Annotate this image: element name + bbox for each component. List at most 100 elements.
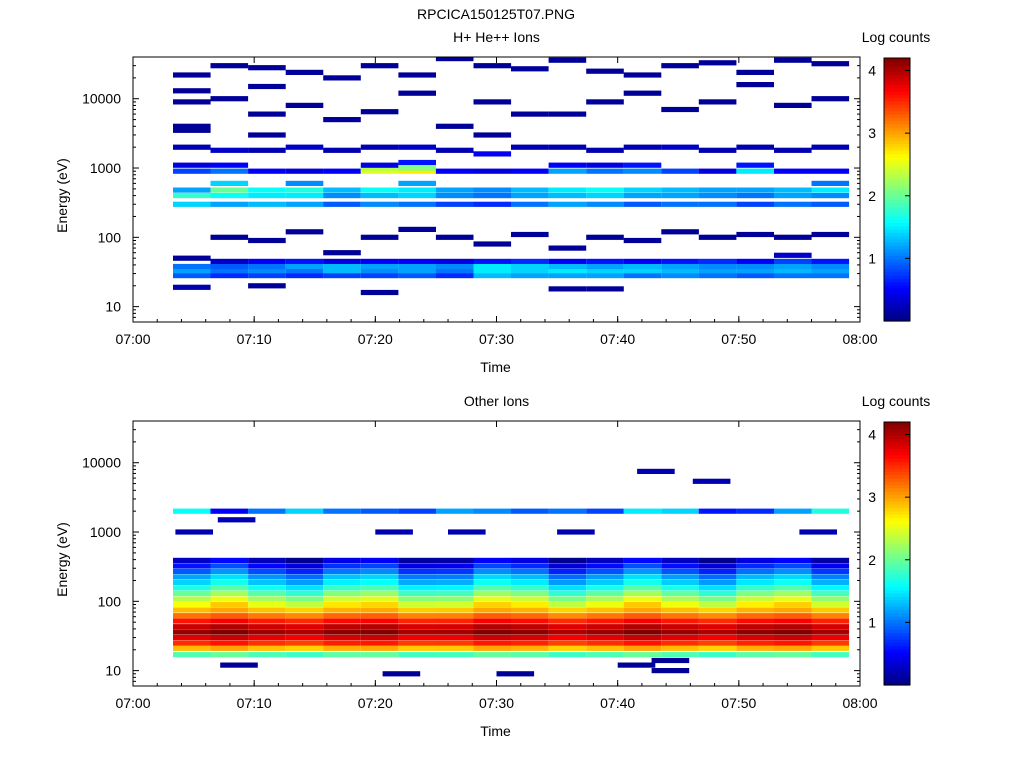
heatmap-cell: [323, 613, 361, 619]
heatmap-cell: [811, 601, 850, 608]
x-tick-label: 07:40: [600, 695, 635, 711]
heatmap-cell: [323, 629, 361, 635]
heatmap-cell: [210, 618, 249, 624]
colorbar-segment: [884, 265, 910, 269]
heatmap-cell: [811, 508, 850, 514]
heatmap-cell: [473, 508, 512, 514]
heatmap-cell: [173, 187, 211, 193]
heatmap-cell: [586, 629, 624, 635]
heatmap-cell: [661, 607, 699, 613]
heatmap-cell: [586, 574, 624, 580]
heatmap-cell: [248, 237, 286, 244]
heatmap-cell: [623, 273, 662, 279]
heatmap-cell: [586, 590, 624, 596]
heatmap-cell: [435, 168, 474, 174]
heatmap-cell: [398, 268, 436, 274]
colorbar-segment: [884, 579, 910, 584]
colorbar-segment: [884, 546, 910, 551]
heatmap-cell: [698, 193, 737, 199]
heatmap-cell: [210, 601, 249, 608]
heatmap-cell: [435, 268, 474, 274]
heatmap-cell: [586, 596, 624, 602]
colorbar-tick-label: 1: [868, 250, 876, 266]
heatmap-cell: [248, 568, 286, 574]
heatmap-cell: [511, 652, 549, 658]
heatmap-cell: [548, 579, 587, 586]
heatmap-cell: [398, 629, 436, 635]
colorbar: 1 2 3 4 Log counts: [862, 29, 930, 322]
heatmap-cell: [586, 99, 624, 105]
colorbar-segment: [884, 117, 910, 122]
colorbar-segment: [884, 461, 910, 466]
heatmap-cell: [473, 151, 512, 157]
heatmap-cell: [736, 613, 774, 619]
heatmap-cell: [173, 563, 211, 569]
heatmap-cell: [661, 193, 699, 199]
heatmap-cell: [473, 618, 512, 624]
heatmap-cell: [360, 645, 399, 651]
heatmap-cell: [398, 180, 436, 186]
heatmap-cell: [360, 168, 399, 174]
heatmap-cell: [623, 508, 662, 514]
colorbar-segment: [884, 281, 910, 286]
colorbar-segment: [884, 560, 910, 564]
heatmap-cell: [248, 273, 286, 279]
heatmap-cell: [511, 168, 549, 174]
heatmap-cell: [811, 168, 850, 174]
heatmap-cell: [285, 273, 324, 279]
heatmap-cell: [698, 601, 737, 608]
y-tick-label: 100: [98, 229, 122, 245]
heatmap-cell: [511, 596, 549, 602]
heatmap-cell: [398, 187, 436, 193]
heatmap-cell: [811, 624, 850, 630]
heatmap-cell: [548, 585, 587, 591]
colorbar-segment: [884, 304, 910, 309]
heatmap-cell: [661, 635, 699, 641]
heatmap-cell: [698, 273, 737, 279]
heatmap-cell: [811, 613, 850, 619]
heatmap-cell: [360, 263, 399, 270]
heatmap-cell: [173, 72, 211, 78]
x-tick-label: 07:50: [721, 331, 756, 347]
heatmap-cell: [217, 517, 256, 523]
heatmap-cell: [661, 263, 699, 270]
colorbar-segment: [884, 507, 910, 512]
colorbar-segment: [884, 454, 910, 459]
heatmap-cell: [248, 640, 286, 646]
heatmap-cell: [811, 652, 850, 658]
heatmap-cell: [323, 601, 361, 608]
heatmap-cell: [435, 652, 474, 658]
heatmap-cell: [811, 607, 850, 613]
colorbar-segment: [884, 609, 910, 614]
heatmap-cell: [548, 624, 587, 630]
heatmap-cell: [774, 234, 812, 240]
heatmap-cell: [548, 590, 587, 596]
heatmap-cell: [173, 613, 211, 619]
heatmap-cell: [435, 263, 474, 270]
heatmap-cell: [210, 596, 249, 602]
heatmap-cell: [210, 162, 249, 168]
heatmap-cell: [173, 123, 211, 129]
colorbar-segment: [884, 110, 910, 115]
heatmap-cell: [548, 568, 587, 574]
colorbar-segment: [884, 87, 910, 92]
heatmap-cell: [736, 624, 774, 630]
colorbar-segment: [884, 153, 910, 158]
colorbar-segment: [884, 652, 910, 657]
colorbar-segment: [884, 477, 910, 482]
colorbar-segment: [884, 596, 910, 601]
heatmap-cell: [774, 102, 812, 108]
heatmap-cell: [473, 645, 512, 651]
heatmap-cell: [774, 579, 812, 586]
heatmap-cell: [548, 258, 587, 264]
heatmap-cell: [661, 596, 699, 602]
heatmap-cell: [736, 618, 774, 624]
y-tick-label: 1000: [90, 160, 121, 176]
heatmap-cell: [173, 99, 211, 105]
colorbar-tick-label: 3: [868, 489, 876, 505]
heatmap-cell: [473, 585, 512, 591]
heatmap-cell: [586, 193, 624, 199]
colorbar-segment: [884, 169, 910, 174]
x-tick-label: 07:50: [721, 695, 756, 711]
heatmap-cells: [173, 57, 850, 296]
